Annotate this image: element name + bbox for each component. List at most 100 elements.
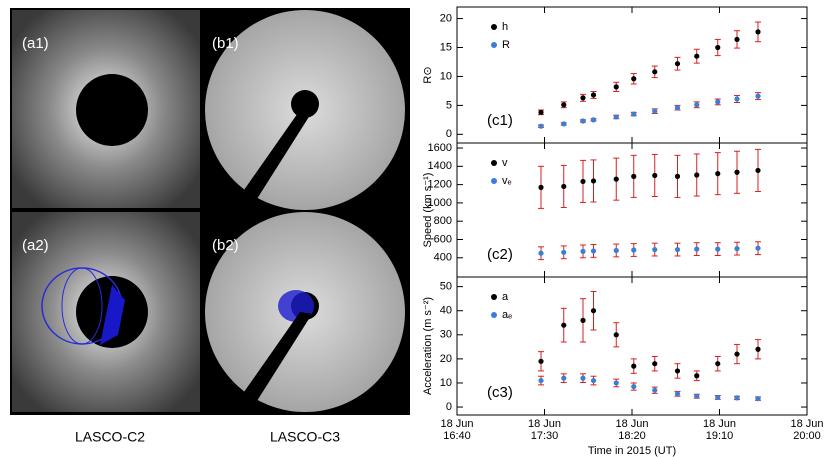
point — [694, 373, 700, 379]
panel-label: (c1) — [487, 112, 513, 129]
point — [580, 317, 586, 323]
point — [734, 169, 740, 175]
point — [538, 123, 544, 129]
y-tick-label: 800 — [434, 215, 452, 227]
point — [715, 246, 721, 252]
panel-label: (b1) — [212, 35, 239, 52]
point — [631, 76, 637, 82]
point — [674, 368, 681, 374]
point — [755, 167, 761, 174]
point — [715, 394, 721, 401]
caption: LASCO-C3 — [270, 429, 340, 445]
point — [734, 395, 740, 401]
point — [580, 95, 586, 101]
y-tick-label: 600 — [434, 233, 452, 245]
y-tick-label: 1600 — [428, 142, 452, 154]
point — [613, 176, 619, 182]
x-tick-label: 18 Jun 19:10 — [702, 418, 737, 442]
y-axis-label: R⊙ — [422, 66, 434, 83]
point — [755, 245, 761, 251]
point — [734, 96, 740, 102]
point — [590, 117, 597, 123]
y-tick-label: 50 — [440, 281, 452, 293]
point — [580, 248, 586, 254]
legend-marker — [491, 42, 497, 48]
y-axis-label: Acceleration (m s⁻²) — [422, 297, 434, 395]
legend-label: vₑ — [502, 175, 512, 187]
point — [694, 102, 700, 108]
legend-marker — [491, 178, 497, 184]
point — [715, 361, 721, 367]
y-tick-label: 0 — [446, 401, 452, 413]
point — [561, 102, 567, 108]
point — [694, 246, 700, 252]
legend-marker — [491, 160, 497, 166]
legend-label: aₑ — [502, 309, 512, 321]
point — [580, 375, 586, 381]
mesh-fill — [100, 285, 125, 345]
panel-label: (c3) — [487, 384, 513, 401]
point — [613, 84, 619, 90]
point — [755, 29, 761, 35]
legend-label: v — [502, 157, 508, 169]
point — [631, 247, 637, 253]
y-tick-label: 1200 — [428, 179, 452, 191]
point — [674, 173, 681, 179]
x-tick-label: 18 Jun 18:20 — [615, 418, 649, 442]
point — [613, 380, 619, 386]
point — [694, 53, 700, 59]
point — [674, 105, 681, 111]
y-axis-label: Speed (km s⁻¹) — [422, 173, 434, 248]
point — [561, 322, 567, 328]
y-tick-label: 1400 — [428, 160, 452, 172]
point — [715, 44, 721, 51]
legend-marker — [491, 24, 497, 30]
y-tick-label: 1000 — [428, 197, 452, 209]
point — [538, 377, 544, 384]
x-tick-label: 18 Jun 17:30 — [527, 418, 562, 442]
x-tick-label: 18 Jun 20:00 — [790, 418, 824, 442]
point — [734, 351, 740, 357]
mesh — [61, 267, 103, 345]
y-tick-label: 400 — [434, 252, 452, 264]
point — [580, 178, 586, 185]
point — [590, 377, 597, 384]
point — [631, 111, 637, 117]
point — [613, 332, 619, 338]
point — [561, 121, 567, 127]
point — [561, 183, 567, 190]
point — [538, 109, 544, 115]
panel-label: (c2) — [487, 246, 513, 263]
pylon — [230, 110, 312, 210]
point — [755, 346, 761, 352]
point — [734, 36, 740, 43]
point — [755, 93, 761, 99]
legend-label: a — [502, 291, 509, 303]
panel-label: (b2) — [212, 237, 239, 254]
occulter — [76, 74, 148, 146]
point — [755, 396, 761, 402]
y-tick-label: 5 — [446, 99, 452, 111]
point — [538, 184, 544, 190]
y-tick-label: 15 — [440, 41, 452, 53]
point — [715, 99, 721, 105]
legend-marker — [491, 312, 497, 318]
point — [561, 249, 567, 255]
point — [652, 387, 658, 393]
point — [652, 69, 658, 75]
point — [631, 383, 637, 390]
image-panels: (a1) (b1) (a2) (b2) — [10, 8, 410, 415]
y-tick-label: 40 — [440, 305, 452, 317]
legend-label: R — [502, 39, 510, 51]
point — [694, 172, 700, 178]
y-tick-label: 0 — [446, 128, 452, 140]
point — [590, 308, 597, 314]
point — [734, 246, 740, 252]
point — [674, 61, 681, 67]
y-tick-label: 10 — [440, 377, 452, 389]
x-tick-label: 18 Jun 16:40 — [440, 418, 474, 442]
point — [580, 118, 586, 124]
point — [715, 171, 721, 177]
